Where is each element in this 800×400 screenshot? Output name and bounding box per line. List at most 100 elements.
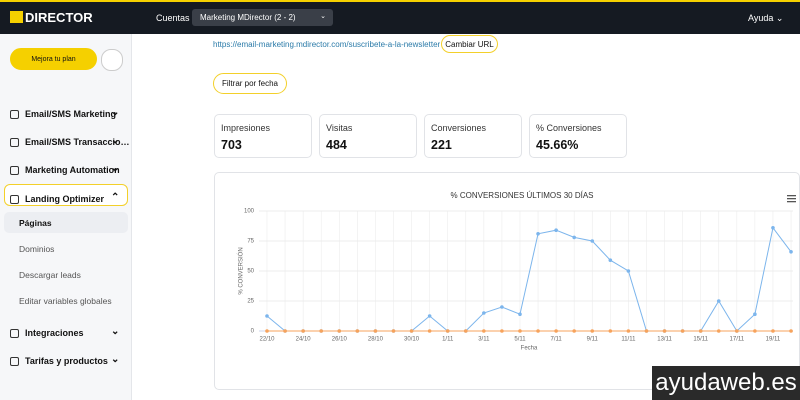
- point: [518, 312, 522, 316]
- account-select[interactable]: Marketing MDirector (2 - 2) ⌄: [192, 9, 333, 26]
- point: [554, 329, 558, 333]
- point: [608, 258, 613, 262]
- filter: Filtrar por fecha: [221, 79, 279, 88]
- point: [716, 299, 721, 303]
- menu-item[interactable]: Integraciones ⌄: [10, 326, 125, 340]
- menu-label: Email/SMS Marketing: [25, 109, 117, 119]
- logo: DIRECTOR: [25, 10, 93, 25]
- point: [518, 329, 522, 333]
- point: [265, 329, 269, 333]
- x-tick-label: 7/11: [551, 337, 563, 343]
- change-url[interactable]: Cambiar URL: [441, 35, 498, 53]
- stat-card: Conversiones 221: [424, 114, 522, 158]
- help-text: Ayuda: [748, 13, 774, 23]
- x-tick-label: 1/11: [442, 337, 454, 343]
- x-tick-label: 3/11: [478, 337, 490, 343]
- point: [789, 250, 793, 254]
- point: [789, 329, 793, 333]
- point: [771, 329, 775, 333]
- x-tick-label: 11/11: [621, 337, 636, 343]
- point: [735, 329, 739, 333]
- point: [283, 329, 287, 333]
- x-tick-label: 24/10: [296, 337, 312, 343]
- stat-value: 703: [221, 138, 242, 152]
- point: [554, 228, 558, 232]
- point: [680, 329, 685, 333]
- menu-label: Email/SMS Transaccio…: [25, 137, 130, 147]
- x-tick-label: 26/10: [332, 337, 348, 343]
- x-tick-label: 9/11: [587, 337, 599, 343]
- point: [626, 329, 631, 333]
- menu-item[interactable]: Tarifas y productos ⌄: [10, 354, 125, 368]
- point: [355, 329, 360, 333]
- point: [482, 329, 486, 333]
- active-section: [4, 184, 128, 206]
- menu-item[interactable]: Marketing Automation ⌄: [10, 163, 125, 177]
- menu-item[interactable]: Landing Optimizer ⌃: [10, 192, 125, 206]
- upgrade: Mejora tu plan: [31, 55, 76, 63]
- point: [536, 232, 540, 236]
- url[interactable]: https://email-marketing.mdirector.com/su…: [213, 40, 441, 49]
- point: [572, 329, 576, 333]
- menu-caret: ⌄: [111, 354, 120, 365]
- x-tick-label: 13/11: [657, 337, 672, 343]
- menu-icon: [10, 166, 19, 175]
- menu-item[interactable]: Email/SMS Transaccio… ⌄: [10, 135, 130, 149]
- menu-icon: [10, 357, 19, 366]
- x-tick-label: 17/11: [730, 337, 745, 343]
- menu-label: Landing Optimizer: [25, 194, 105, 204]
- point: [590, 239, 595, 243]
- x-tick-label: 5/11: [514, 337, 526, 343]
- stat-value: 221: [431, 138, 452, 152]
- filter-button[interactable]: Filtrar por fecha: [213, 73, 287, 94]
- upgrade-button[interactable]: Mejora tu plan: [10, 48, 97, 70]
- series-line: [266, 226, 792, 332]
- y-tick-label: 50: [247, 269, 254, 275]
- submenu-item[interactable]: Dominios: [19, 244, 55, 254]
- point: [572, 235, 576, 240]
- logo-icon: [10, 11, 23, 23]
- y-tick-label: 75: [247, 239, 254, 245]
- point: [337, 329, 342, 333]
- y-axis-label: % CONVERSIÓN: [238, 247, 245, 294]
- point: [644, 329, 649, 333]
- point: [463, 329, 468, 333]
- collapse-button[interactable]: [101, 49, 123, 71]
- menu-item[interactable]: Email/SMS Marketing ⌄: [10, 107, 125, 121]
- submenu-item[interactable]: Descargar leads: [19, 270, 81, 280]
- menu-label: Tarifas y productos: [25, 356, 108, 366]
- point: [427, 314, 432, 318]
- point: [373, 329, 378, 333]
- menu-label: Integraciones: [25, 328, 84, 338]
- point: [500, 305, 504, 309]
- topbar: DIRECTOR Cuentas Marketing MDirector (2 …: [0, 0, 800, 34]
- stat-card: % Conversiones 45.66%: [529, 114, 627, 158]
- stat-value: 484: [326, 138, 347, 152]
- chart: % CONVERSIONES ÚLTIMOS 30 DÍAS % CONVERS…: [238, 191, 796, 352]
- stat-label: Conversiones: [431, 123, 487, 133]
- stat-card: Impresiones 703: [214, 114, 312, 158]
- stat-card: Visitas 484: [319, 114, 417, 158]
- x-tick-label: 30/10: [404, 337, 420, 343]
- stat-label: % Conversiones: [536, 123, 602, 133]
- x-axis-label: Fecha: [521, 346, 538, 352]
- point: [500, 329, 504, 333]
- caret: ⌄: [320, 13, 326, 20]
- x-tick-label: 22/10: [259, 337, 275, 343]
- help[interactable]: Ayuda ⌄: [748, 13, 784, 23]
- point: [319, 329, 324, 333]
- x-tick-label: 28/10: [368, 337, 384, 343]
- y-tick-label: 25: [247, 299, 254, 305]
- active-subitem: [4, 212, 128, 233]
- point: [626, 269, 631, 273]
- submenu-item[interactable]: Editar variables globales: [19, 296, 112, 306]
- point: [427, 329, 432, 333]
- point: [771, 226, 775, 230]
- point: [482, 311, 486, 315]
- submenu-item[interactable]: Páginas: [19, 218, 52, 228]
- y-tick-label: 0: [251, 329, 255, 335]
- menu-icon[interactable]: [787, 195, 796, 203]
- menu-icon: [10, 329, 19, 338]
- point: [753, 312, 757, 316]
